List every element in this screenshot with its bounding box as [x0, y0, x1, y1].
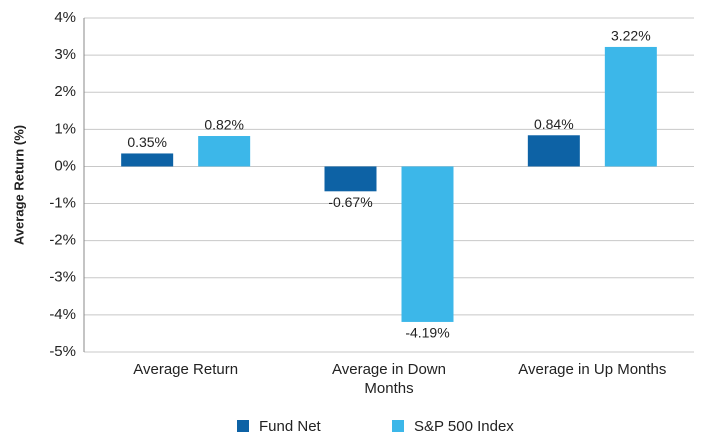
bar [604, 46, 657, 167]
bar [401, 166, 454, 322]
y-tick-label: -3% [49, 269, 76, 286]
data-label: 3.22% [611, 28, 651, 44]
x-tick-label: Average in Up Months [518, 361, 667, 378]
y-axis-label: Average Return (%) [11, 125, 26, 245]
data-label: 0.82% [204, 117, 244, 133]
data-label: 0.84% [534, 116, 574, 132]
legend-label: Fund Net [259, 418, 322, 435]
legend-swatch [392, 420, 404, 432]
x-tick-label: Average in Down Months [332, 361, 446, 397]
data-label: -0.67% [328, 194, 372, 210]
legend-label: S&P 500 Index [414, 418, 514, 435]
y-tick-label: -4% [49, 306, 76, 323]
bar [324, 166, 377, 192]
y-tick-label: -1% [49, 195, 76, 212]
y-tick-label: 4% [54, 9, 76, 26]
bar [121, 153, 174, 167]
x-tick-label: Average Return [133, 361, 239, 378]
data-label: -4.19% [405, 325, 449, 341]
data-label: 0.35% [127, 134, 167, 150]
y-tick-label: -2% [49, 232, 76, 249]
y-tick-label: 2% [54, 83, 76, 100]
bar [527, 135, 580, 167]
y-tick-label: -5% [49, 343, 76, 360]
y-tick-label: 3% [54, 46, 76, 63]
y-tick-label: 0% [54, 157, 76, 174]
bar [198, 136, 251, 167]
y-tick-label: 1% [54, 120, 76, 137]
legend-swatch [237, 420, 249, 432]
